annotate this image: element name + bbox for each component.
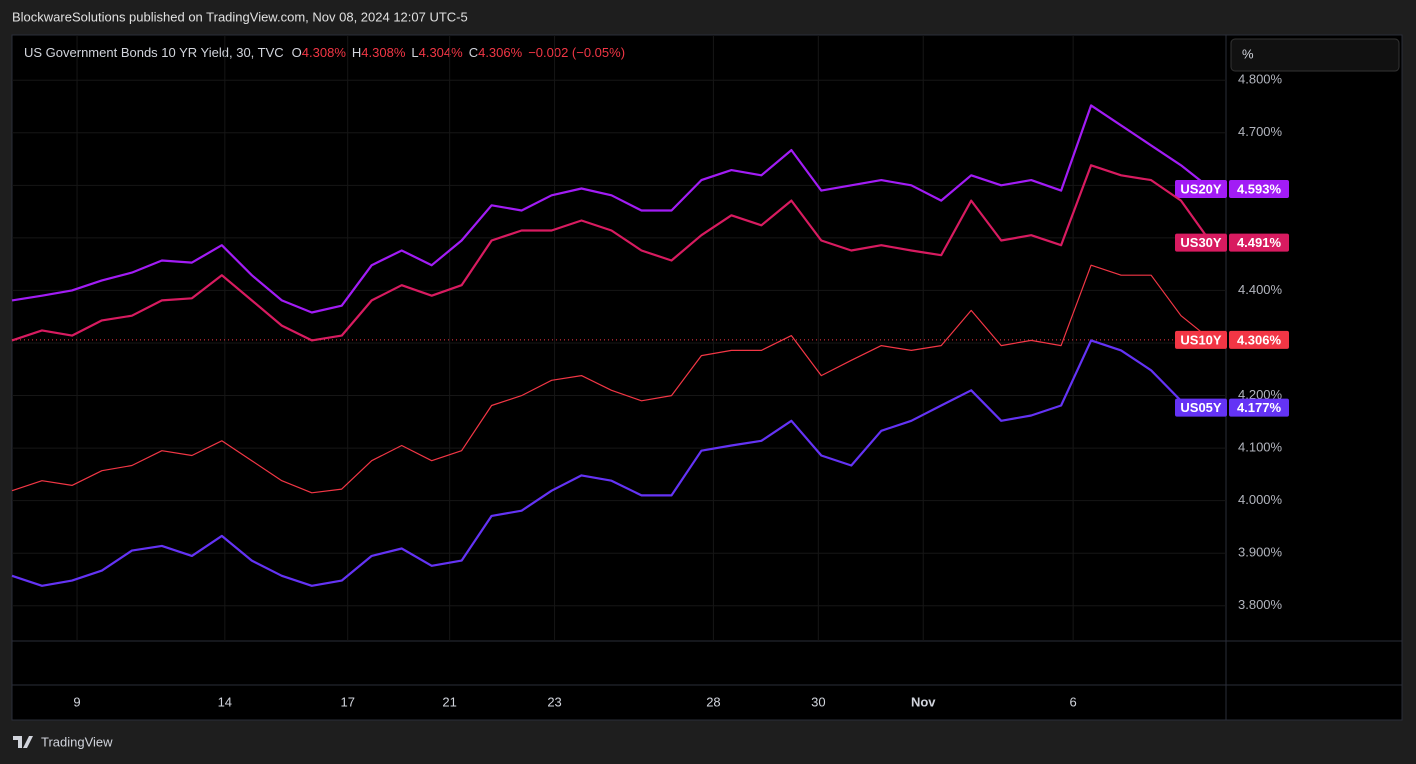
y-tick-label: 4.100%: [1238, 440, 1283, 455]
series-line: [11, 164, 1212, 342]
legend-item: L: [411, 45, 418, 60]
series-name: US05Y: [1180, 400, 1222, 415]
footer-logo: TradingView: [13, 734, 113, 749]
price-tag: [1229, 233, 1289, 252]
legend-item: −0.002 (−0.05%): [528, 45, 625, 60]
x-tick-label: 28: [706, 694, 720, 709]
series-line: [11, 264, 1212, 494]
footer-text: TradingView: [41, 734, 113, 749]
legend-item: O: [292, 45, 302, 60]
legend-item: 4.308%: [361, 45, 406, 60]
unit-box[interactable]: [1230, 38, 1400, 72]
price-tag: [1229, 398, 1289, 417]
price-tag-label: 4.593%: [1237, 181, 1282, 196]
legend-item: 4.306%: [478, 45, 523, 60]
x-tick-label: 30: [811, 694, 825, 709]
y-tick-label: 4.400%: [1238, 282, 1283, 297]
x-tick-label: 14: [218, 694, 232, 709]
series-name: US10Y: [1180, 332, 1222, 347]
x-tick-label: 9: [73, 694, 80, 709]
legend-item: H: [352, 45, 361, 60]
unit-label: %: [1242, 46, 1254, 61]
series-name-tag: [1175, 330, 1227, 349]
price-tag-label: 4.491%: [1237, 235, 1282, 250]
x-tick-label: 6: [1070, 694, 1077, 709]
legend-item: 4.308%: [302, 45, 347, 60]
y-tick-label: 4.700%: [1238, 124, 1283, 139]
chart-pane: [11, 34, 1403, 721]
series-name-tag: [1175, 233, 1227, 252]
logo-icon: [13, 736, 33, 748]
series-line: [11, 339, 1212, 587]
series-name: US20Y: [1180, 181, 1222, 196]
x-tick-label: 21: [442, 694, 456, 709]
y-tick-label: 3.800%: [1238, 597, 1283, 612]
legend-item: 4.304%: [419, 45, 464, 60]
legend-item: US Government Bonds 10 YR Yield, 30, TVC: [24, 45, 284, 60]
price-tag-label: 4.306%: [1237, 332, 1282, 347]
publisher: BlockwareSolutions published on TradingV…: [12, 9, 468, 24]
y-tick-label: 3.900%: [1238, 545, 1283, 560]
legend-line: US Government Bonds 10 YR Yield, 30, TVC…: [24, 45, 625, 60]
y-tick-label: 4.000%: [1238, 492, 1283, 507]
x-tick-label: 23: [547, 694, 561, 709]
x-tick-label: 17: [340, 694, 354, 709]
series-line: [11, 104, 1212, 314]
x-tick-label: Nov: [911, 694, 936, 709]
price-tag-label: 4.177%: [1237, 400, 1282, 415]
y-tick-label: 4.800%: [1238, 72, 1283, 87]
y-tick-label: 4.200%: [1238, 387, 1283, 402]
series-name-tag: [1175, 179, 1227, 198]
legend-item: C: [469, 45, 478, 60]
price-tag: [1229, 179, 1289, 198]
series-name-tag: [1175, 398, 1227, 417]
series-name: US30Y: [1180, 235, 1222, 250]
price-tag: [1229, 330, 1289, 349]
